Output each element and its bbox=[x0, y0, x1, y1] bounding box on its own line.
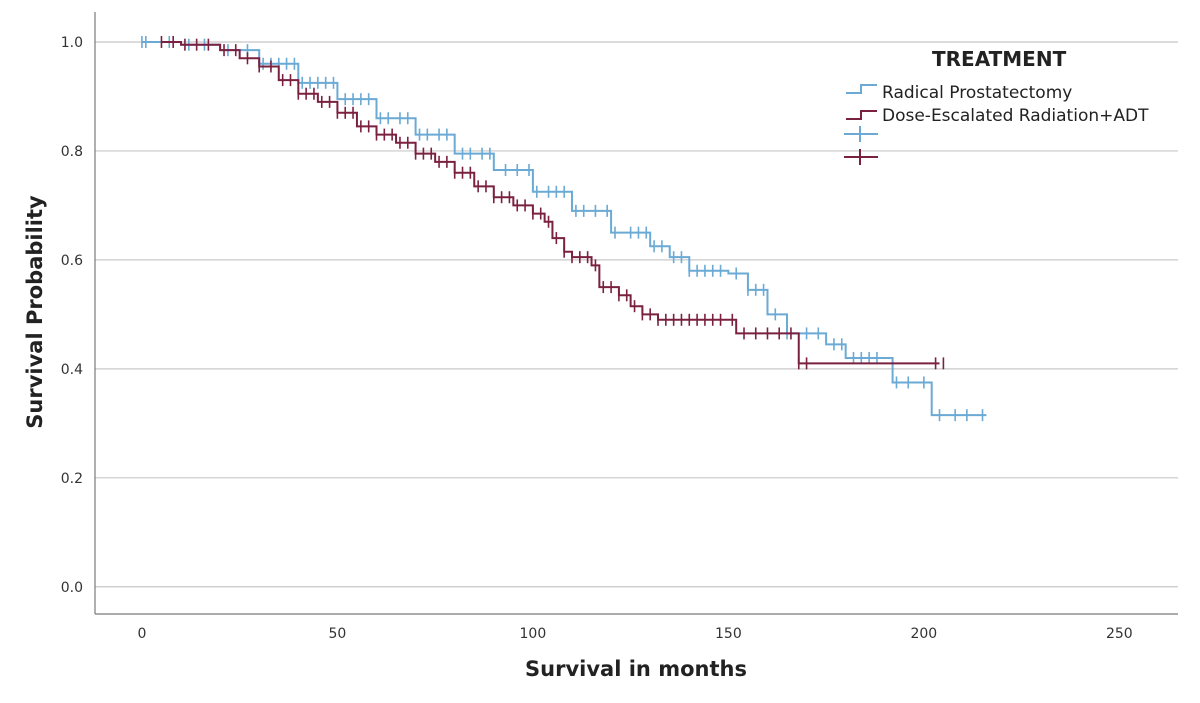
y-tick-label-1: 0.2 bbox=[61, 471, 83, 487]
x-tick-label-0: 0 bbox=[137, 626, 146, 642]
grid-layer bbox=[95, 41, 1178, 588]
legend-label-radical-prostatectomy: Radical Prostatectomy bbox=[882, 83, 1072, 103]
x-axis-title: Survival in months bbox=[525, 657, 747, 681]
legend-label-dose-escalated-radiation-adt: Dose-Escalated Radiation+ADT bbox=[882, 106, 1149, 126]
x-tick-label-3: 150 bbox=[715, 626, 742, 642]
y-tick-label-2: 0.4 bbox=[61, 362, 83, 378]
legend-swatch-dose-escalated-radiation-adt bbox=[846, 110, 877, 120]
x-tick-label-2: 100 bbox=[520, 626, 547, 642]
x-tick-label-4: 200 bbox=[910, 626, 937, 642]
series-layer bbox=[141, 35, 987, 422]
legend-item-dose-escalated-radiation-adt-censor bbox=[844, 149, 878, 165]
y-axis-title: Survival Probability bbox=[23, 195, 47, 429]
legend: TREATMENT Radical Prostatectomy Dose-Esc… bbox=[844, 47, 1149, 165]
y-tick-label-4: 0.8 bbox=[61, 144, 83, 160]
legend-item-radical-prostatectomy: Radical Prostatectomy bbox=[846, 83, 1072, 103]
axis-layer: 0.0 0.2 0.4 0.6 0.8 1.0 0 50 100 150 200 250 bbox=[61, 12, 1178, 642]
legend-swatch-radical-prostatectomy bbox=[846, 84, 877, 94]
y-tick-label-0: 0.0 bbox=[61, 580, 83, 596]
x-tick-label-1: 50 bbox=[328, 626, 346, 642]
y-tick-label-5: 1.0 bbox=[61, 35, 83, 51]
x-tick-label-5: 250 bbox=[1106, 626, 1133, 642]
legend-title: TREATMENT bbox=[932, 47, 1067, 71]
legend-item-radical-prostatectomy-censor bbox=[844, 126, 878, 142]
y-tick-label-3: 0.6 bbox=[61, 253, 83, 269]
legend-item-dose-escalated-radiation-adt: Dose-Escalated Radiation+ADT bbox=[846, 106, 1149, 126]
